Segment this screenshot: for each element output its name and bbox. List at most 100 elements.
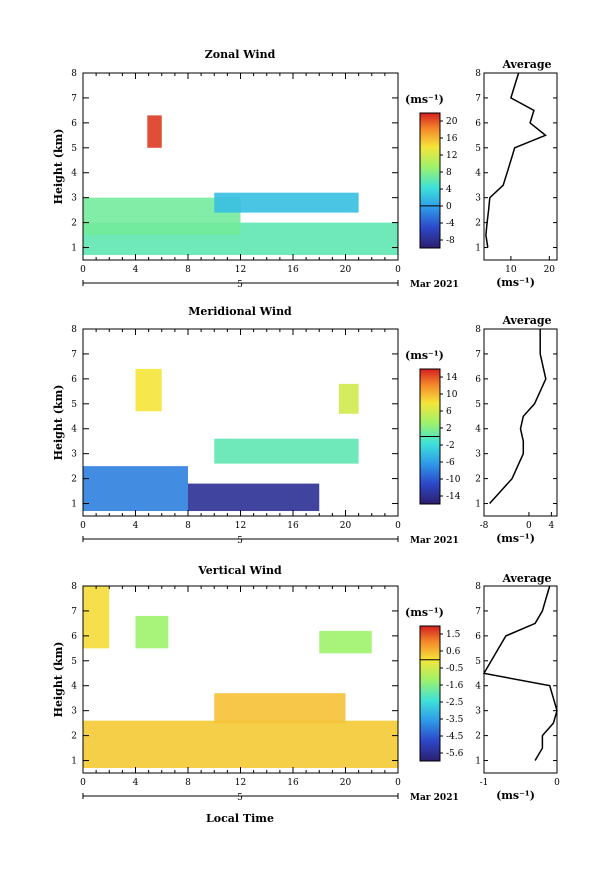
average-y-tick-label: 3 (475, 707, 481, 717)
average-x-tick-label: -1 (480, 778, 489, 788)
colorbar-tick-label: 6 (446, 407, 452, 417)
y-axis-label: Height (km) (52, 385, 65, 461)
average-y-tick-label: 6 (475, 632, 481, 642)
average-y-tick-label: 7 (475, 350, 481, 360)
x-tick-label: 16 (287, 521, 299, 531)
data-region (188, 483, 320, 512)
x-tick-label: 0 (395, 778, 401, 788)
y-tick-label: 4 (71, 425, 77, 435)
x-axis-label: Local Time (206, 812, 274, 825)
vertical-wind-panel: Vertical Wind Average Local Time 0 4 8 12 16… (52, 564, 560, 825)
average-y-tick-label: 3 (475, 450, 481, 460)
average-frame (483, 328, 558, 517)
meridional-wind-title: Meridional Wind (188, 305, 292, 318)
y-tick-label: 8 (71, 69, 77, 79)
colorbar-tick-label: -2 (446, 441, 455, 451)
y-axis-label: Height (km) (52, 642, 65, 718)
colorbar-tick-label: 4 (446, 185, 452, 195)
x-tick-label: 8 (185, 521, 191, 531)
average-y-tick-label: 2 (475, 475, 481, 485)
colorbar-tick-label: 10 (446, 390, 458, 400)
average-y-tick-label: 8 (475, 582, 481, 592)
x-tick-label: 12 (235, 521, 246, 531)
x-tick-label: 0 (80, 778, 86, 788)
day-label: 5 (237, 280, 243, 290)
data-region (135, 368, 162, 412)
y-tick-label: 3 (71, 707, 77, 717)
data-region (214, 438, 359, 464)
colorbar-unit-label: (ms⁻¹) (405, 93, 444, 106)
average-frame (483, 72, 558, 261)
colorbar-tick-label: -0.5 (446, 664, 464, 674)
y-tick-label: 5 (71, 144, 77, 154)
y-tick-label: 8 (71, 582, 77, 592)
average-y-tick-label: 3 (475, 194, 481, 204)
average-x-tick-label: 20 (544, 265, 556, 275)
zonal-wind-title: Zonal Wind (205, 48, 276, 61)
x-tick-label: 8 (185, 265, 191, 275)
colorbar-tick-label: -1.6 (446, 681, 464, 691)
day-label: 5 (237, 536, 243, 546)
average-y-tick-label: 8 (475, 325, 481, 335)
average-y-tick-label: 2 (475, 732, 481, 742)
average-x-tick-label: 4 (549, 521, 555, 531)
average-y-tick-label: 7 (475, 94, 481, 104)
average-profile-line (489, 329, 547, 505)
data-region (319, 630, 372, 654)
average-y-tick-label: 1 (475, 757, 481, 767)
zonal-average-title: Average (501, 58, 551, 71)
y-tick-label: 1 (71, 757, 77, 767)
zonal-wind-panel: Zonal Wind Average 0 4 8 12 16 20 012345678Hei… (52, 48, 558, 290)
vertical-average-title: Average (501, 572, 551, 585)
y-tick-label: 2 (71, 219, 77, 229)
meridional-average-title: Average (501, 314, 551, 327)
colorbar-tick-label: -4.5 (446, 732, 464, 742)
x-tick-label: 4 (133, 778, 139, 788)
day-label: 5 (237, 793, 243, 803)
average-y-tick-label: 5 (475, 144, 481, 154)
average-y-tick-label: 1 (475, 500, 481, 510)
average-x-tick-label: 0 (554, 778, 560, 788)
data-region (83, 466, 188, 512)
x-tick-label: 4 (133, 265, 139, 275)
x-tick-label: 8 (185, 778, 191, 788)
y-tick-label: 3 (71, 194, 77, 204)
average-y-tick-label: 4 (475, 425, 481, 435)
colorbar-tick-label: -5.6 (446, 749, 464, 759)
date-label: Mar 2021 (410, 280, 459, 290)
average-profile-line (482, 585, 558, 761)
average-y-tick-label: 1 (475, 244, 481, 254)
date-label: Mar 2021 (410, 536, 459, 546)
average-y-tick-label: 2 (475, 219, 481, 229)
average-x-tick-label: -8 (480, 521, 489, 531)
average-y-tick-label: 6 (475, 119, 481, 129)
average-x-tick-label: 0 (526, 521, 532, 531)
x-tick-label: 12 (235, 265, 246, 275)
colorbar (419, 112, 441, 249)
date-label: Mar 2021 (410, 793, 459, 803)
colorbar-tick-label: 12 (446, 151, 457, 161)
x-tick-label: 20 (340, 778, 352, 788)
colorbar (419, 625, 441, 762)
x-tick-label: 16 (287, 265, 299, 275)
y-tick-label: 3 (71, 450, 77, 460)
average-y-tick-label: 4 (475, 682, 481, 692)
colorbar-tick-label: -10 (446, 475, 461, 485)
y-tick-label: 4 (71, 169, 77, 179)
average-y-tick-label: 4 (475, 169, 481, 179)
colorbar-tick-label: 16 (446, 134, 458, 144)
colorbar-tick-label: -2.5 (446, 698, 464, 708)
y-tick-label: 4 (71, 682, 77, 692)
average-y-tick-label: 6 (475, 375, 481, 385)
data-region (147, 115, 162, 148)
y-tick-label: 2 (71, 732, 77, 742)
y-tick-label: 6 (71, 375, 77, 385)
x-tick-label: 20 (340, 265, 352, 275)
colorbar-unit-label: (ms⁻¹) (405, 606, 444, 619)
data-region (83, 720, 398, 769)
colorbar-tick-label: 2 (446, 424, 452, 434)
x-tick-label: 0 (80, 521, 86, 531)
x-tick-label: 4 (133, 521, 139, 531)
colorbar-tick-label: -4 (446, 219, 455, 229)
colorbar-tick-label: 14 (446, 373, 458, 383)
